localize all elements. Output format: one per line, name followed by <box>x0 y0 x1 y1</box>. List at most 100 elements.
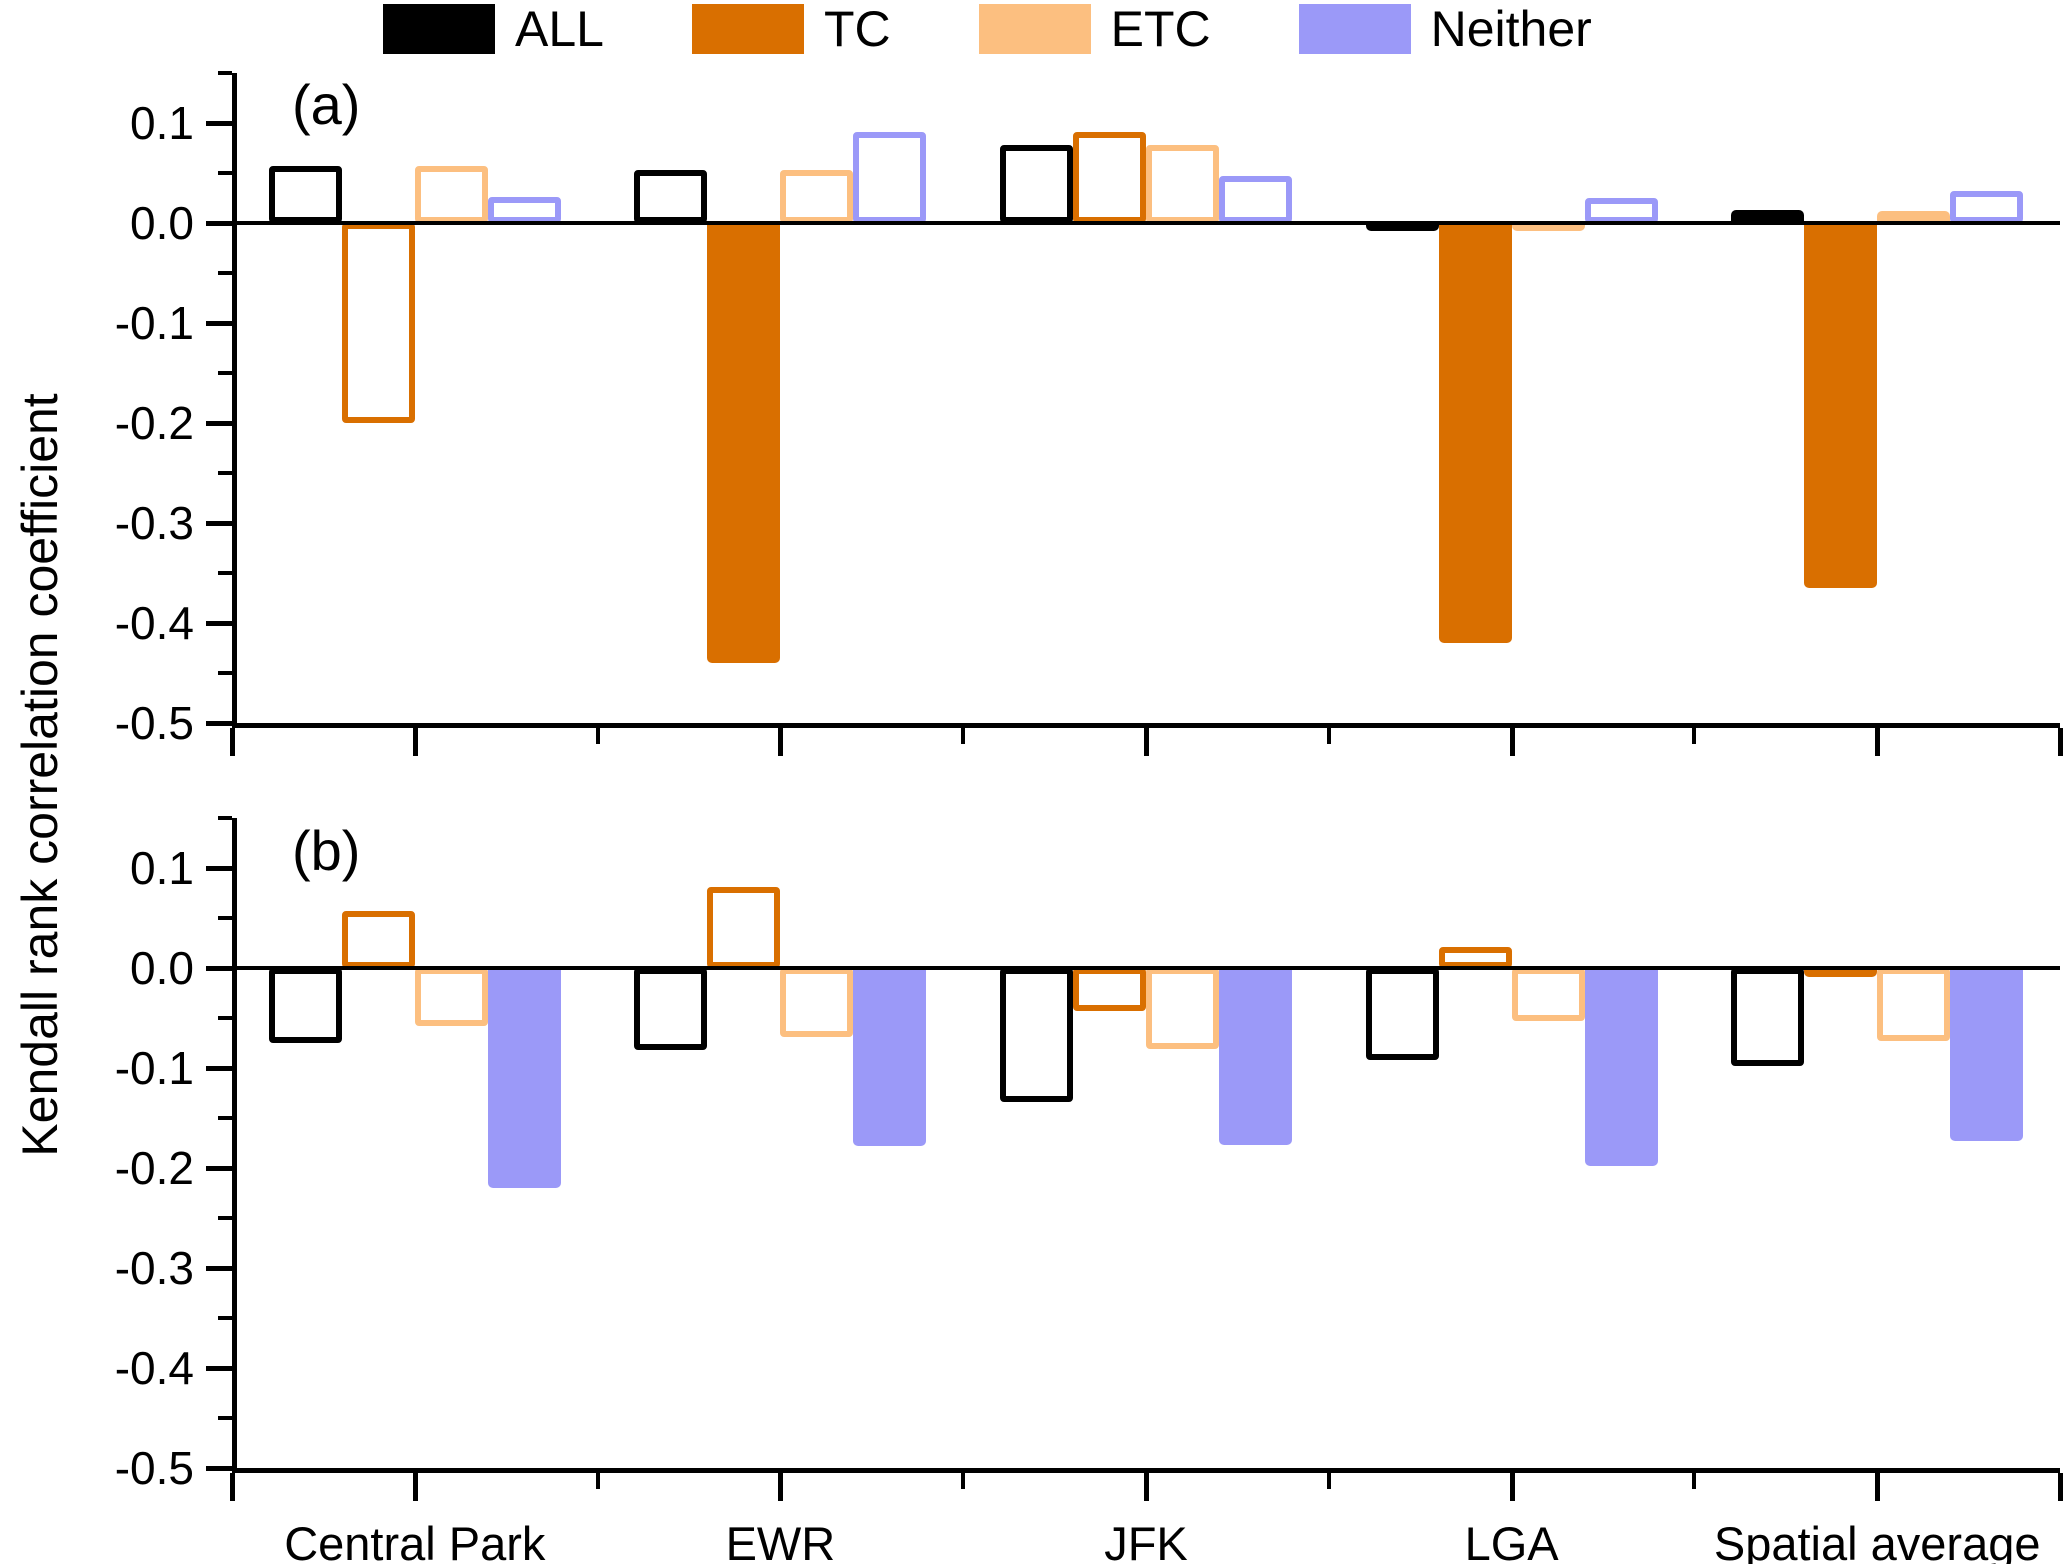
y-minor-tick-b <box>218 1216 232 1220</box>
x-major-tick-b <box>1509 1473 1515 1501</box>
legend-item-neither: Neither <box>1298 1 1592 57</box>
y-major-tick-a <box>206 721 232 726</box>
zero-line-a <box>232 221 2060 225</box>
legend-label: ALL <box>515 1 604 57</box>
y-tick-label-a: -0.1 <box>114 297 194 349</box>
bar-a-all-3 <box>1365 223 1439 231</box>
y-tick-label-a: 0.0 <box>130 197 194 249</box>
x-minor-tick-a <box>1326 728 1331 744</box>
x-category-label-3: LGA <box>1464 1517 1559 1564</box>
y-tick-label-b: 0.0 <box>130 942 194 994</box>
x-major-tick-b <box>1144 1473 1149 1501</box>
y-axis-spine-a <box>232 73 237 728</box>
x-axis-spine-b <box>232 1468 2060 1473</box>
y-axis-title: Kendall rank correlation coefficient <box>12 393 68 1157</box>
x-minor-tick-a <box>961 728 966 744</box>
bar-a-tc-1 <box>707 223 781 663</box>
legend-label: ETC <box>1110 1 1211 57</box>
bar-b-neither-2 <box>1219 968 1292 1145</box>
bar-a-neither-0 <box>487 197 561 223</box>
bar-b-tc-2 <box>1073 968 1146 1011</box>
bar-b-neither-0 <box>487 968 561 1188</box>
bar-b-tc-3 <box>1438 947 1512 968</box>
x-category-label-2: JFK <box>1104 1517 1188 1564</box>
bar-a-neither-3 <box>1584 198 1658 223</box>
bar-b-all-0 <box>268 968 342 1043</box>
y-major-tick-a <box>206 321 232 326</box>
bar-a-neither-2 <box>1219 176 1292 223</box>
y-major-tick-b <box>206 1266 232 1271</box>
bar-a-tc-2 <box>1073 132 1146 223</box>
y-tick-label-a: -0.4 <box>114 597 194 649</box>
x-major-tick-a <box>1144 728 1149 756</box>
y-tick-label-a: -0.3 <box>114 497 194 549</box>
y-major-tick-a <box>206 221 232 226</box>
y-tick-label-a: 0.1 <box>130 97 194 149</box>
bar-a-all-1 <box>634 170 708 223</box>
x-major-tick-a <box>1875 728 1881 756</box>
legend-label: Neither <box>1430 1 1592 57</box>
y-minor-tick-b <box>218 816 232 820</box>
bar-b-all-4 <box>1731 968 1805 1066</box>
x-category-label-4: Spatial average <box>1713 1517 2041 1564</box>
bar-a-all-2 <box>1000 145 1073 223</box>
legend-item-tc: TC <box>691 1 891 57</box>
legend-label: TC <box>823 1 891 57</box>
x-major-tick-a <box>1509 728 1515 756</box>
panel-b-letter: (b) <box>292 819 361 882</box>
x-category-label-0: Central Park <box>284 1517 546 1564</box>
y-major-tick-b <box>206 1366 232 1371</box>
x-end-tick-a <box>2058 728 2063 756</box>
bar-a-etc-1 <box>780 170 854 223</box>
y-tick-label-b: -0.5 <box>114 1442 194 1494</box>
x-minor-tick-a <box>1692 728 1697 744</box>
y-minor-tick-a <box>218 271 232 275</box>
y-major-tick-b <box>206 866 232 871</box>
x-major-tick-a <box>778 728 784 756</box>
bar-a-tc-3 <box>1438 223 1512 643</box>
bar-a-tc-4 <box>1804 223 1878 588</box>
x-minor-tick-b <box>1692 1473 1697 1489</box>
y-minor-tick-a <box>218 571 232 575</box>
y-major-tick-a <box>206 521 232 526</box>
bar-b-all-1 <box>634 968 708 1050</box>
x-minor-tick-b <box>595 1473 600 1489</box>
y-minor-tick-b <box>218 916 232 920</box>
y-minor-tick-b <box>218 1316 232 1320</box>
x-major-tick-a <box>412 728 418 756</box>
y-tick-label-a: -0.2 <box>114 397 194 449</box>
bar-a-neither-4 <box>1950 191 2024 223</box>
y-major-tick-a <box>206 121 232 126</box>
x-end-tick-b <box>230 1473 235 1501</box>
x-end-tick-b <box>2058 1473 2063 1501</box>
legend: ALL TC ETC Neither <box>383 0 1592 58</box>
x-major-tick-b <box>778 1473 784 1501</box>
y-major-tick-b <box>206 1466 232 1471</box>
bar-a-etc-2 <box>1146 145 1219 223</box>
y-tick-label-a: -0.5 <box>114 697 194 749</box>
legend-swatch-all <box>383 4 495 54</box>
bar-b-neither-4 <box>1950 968 2024 1141</box>
y-minor-tick-a <box>218 371 232 375</box>
bar-a-etc-0 <box>414 166 488 223</box>
x-major-tick-b <box>412 1473 418 1501</box>
bar-b-etc-0 <box>414 968 488 1026</box>
x-end-tick-a <box>230 728 235 756</box>
y-major-tick-b <box>206 1066 232 1071</box>
y-minor-tick-a <box>218 671 232 675</box>
bar-b-tc-1 <box>707 887 781 968</box>
x-minor-tick-a <box>595 728 600 744</box>
x-category-label-1: EWR <box>725 1517 836 1564</box>
legend-item-etc: ETC <box>978 1 1211 57</box>
bar-b-neither-1 <box>853 968 927 1146</box>
legend-swatch-tc <box>691 4 804 54</box>
y-tick-label-b: -0.4 <box>114 1342 194 1394</box>
legend-swatch-neither <box>1298 4 1411 54</box>
y-minor-tick-a <box>218 471 232 475</box>
y-axis-spine-b <box>232 818 237 1473</box>
bar-b-etc-2 <box>1146 968 1219 1049</box>
y-major-tick-b <box>206 1166 232 1171</box>
bar-a-all-0 <box>268 166 342 223</box>
bar-b-all-2 <box>1000 968 1073 1102</box>
